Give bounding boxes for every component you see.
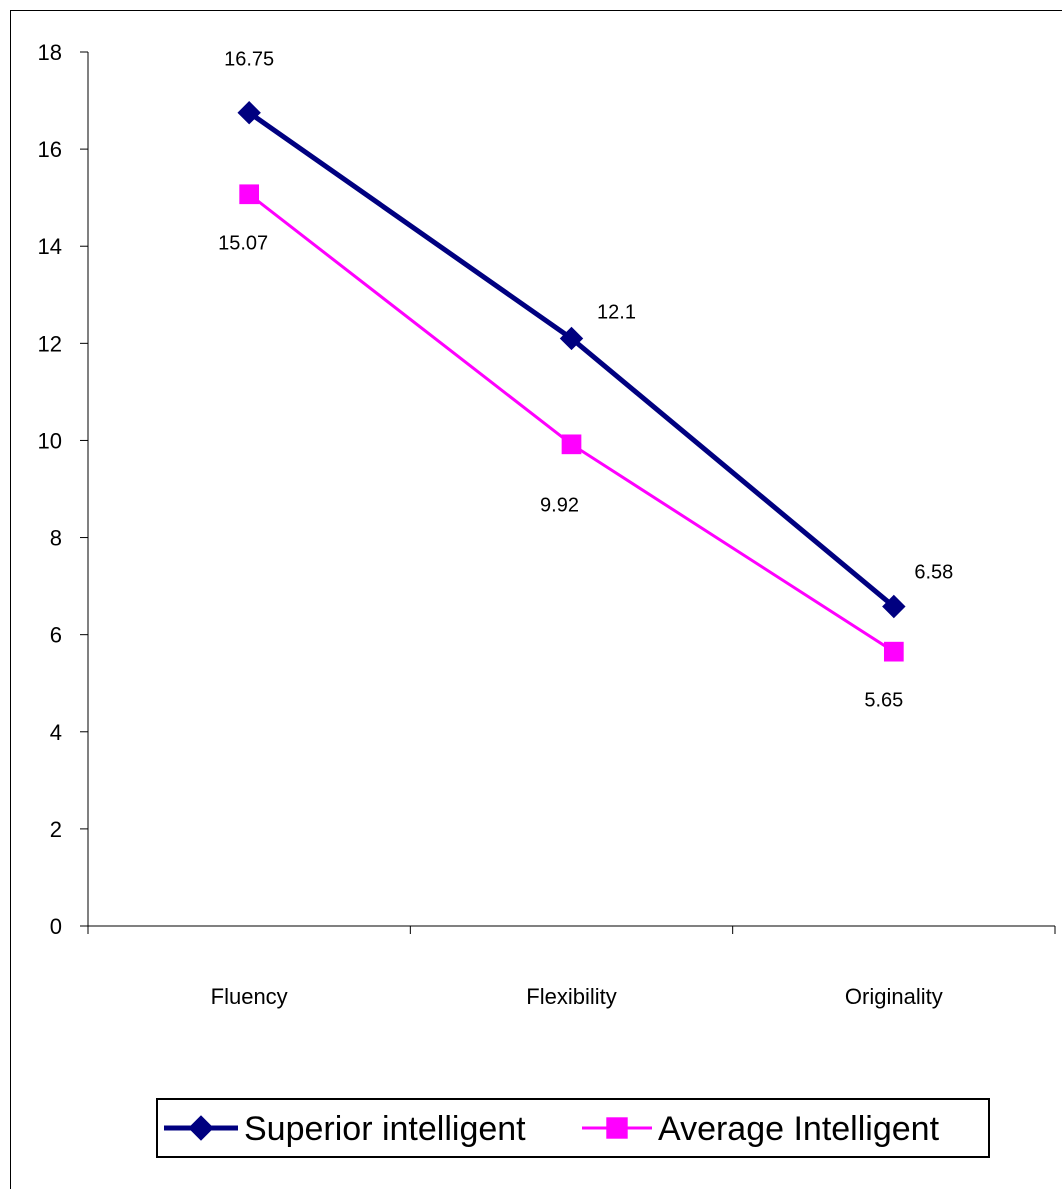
series-layer [237, 100, 906, 662]
y-tick-label: 18 [38, 40, 62, 65]
square-marker [883, 641, 904, 662]
data-label: 6.58 [914, 562, 953, 584]
data-labels: 16.75 12.1 6.58 15.07 9.92 5.65 [218, 49, 953, 712]
data-label: 9.92 [540, 494, 579, 516]
square-marker [606, 1117, 628, 1139]
x-tick-label: Fluency [211, 984, 288, 1009]
y-tick-label: 4 [50, 720, 62, 745]
legend-label-1: Superior intelligent [244, 1110, 526, 1148]
diamond-marker [188, 1115, 214, 1141]
data-label: 5.65 [864, 690, 903, 712]
legend: Superior intelligent Average Intelligent [156, 1098, 990, 1158]
legend-box [156, 1098, 990, 1158]
y-tick-label: 14 [38, 234, 62, 259]
y-tick-label: 6 [50, 623, 62, 648]
y-tick-label: 2 [50, 817, 62, 842]
square-marker [561, 434, 582, 455]
axes: 0 2 4 6 8 10 12 14 16 18 Fluency Flexibility Origina… [38, 40, 1056, 1009]
x-tick-label: Flexibility [526, 984, 616, 1009]
y-tick-label: 12 [38, 331, 62, 356]
square-marker [239, 184, 260, 205]
diamond-marker [882, 594, 906, 619]
diamond-marker [237, 100, 261, 125]
y-tick-label: 8 [50, 526, 62, 551]
y-tick-label: 16 [38, 137, 62, 162]
series-line-1 [247, 110, 896, 609]
x-tick-label: Originality [845, 984, 943, 1009]
data-label: 12.1 [597, 301, 636, 323]
diamond-marker [559, 326, 584, 351]
legend-label-2: Average Intelligent [658, 1110, 940, 1148]
data-label: 16.75 [224, 49, 274, 71]
series-line-2 [248, 193, 895, 653]
data-label: 15.07 [218, 232, 268, 254]
y-tick-label: 10 [38, 428, 62, 453]
y-tick-label: 0 [50, 914, 62, 939]
